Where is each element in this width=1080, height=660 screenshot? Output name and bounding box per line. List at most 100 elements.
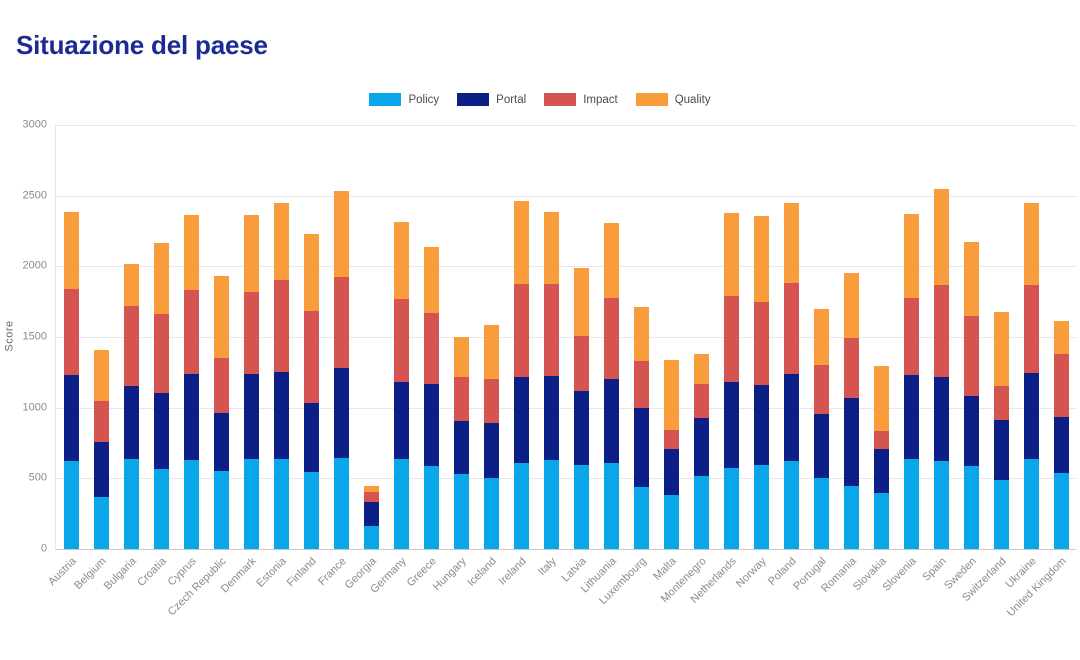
bar-italy-policy[interactable] xyxy=(543,459,559,549)
legend-item-impact[interactable]: Impact xyxy=(544,93,618,106)
bar-norway-policy[interactable] xyxy=(753,464,769,549)
legend-item-policy[interactable]: Policy xyxy=(369,93,439,106)
bar-bulgaria-portal[interactable] xyxy=(123,385,139,460)
bar-portugal-policy[interactable] xyxy=(813,478,829,549)
bar-poland-portal[interactable] xyxy=(783,373,799,462)
bar-cyprus-quality[interactable] xyxy=(183,214,199,291)
bar-denmark-policy[interactable] xyxy=(243,459,259,549)
bar-montenegro-policy[interactable] xyxy=(693,476,709,549)
bar-slovakia-quality[interactable] xyxy=(873,366,889,431)
bar-spain-portal[interactable] xyxy=(933,377,949,461)
bar-slovakia-impact[interactable] xyxy=(873,431,889,450)
bar-united-kingdom-portal[interactable] xyxy=(1053,416,1069,473)
bar-united-kingdom-quality[interactable] xyxy=(1053,320,1069,354)
bar-latvia-quality[interactable] xyxy=(573,267,589,337)
bar-germany-quality[interactable] xyxy=(393,221,409,299)
bar-austria-policy[interactable] xyxy=(63,460,79,549)
bar-luxembourg-policy[interactable] xyxy=(633,486,649,549)
bar-ukraine-policy[interactable] xyxy=(1023,459,1039,549)
bar-denmark-quality[interactable] xyxy=(243,214,259,292)
legend-item-portal[interactable]: Portal xyxy=(457,93,526,106)
bar-sweden-portal[interactable] xyxy=(963,395,979,467)
bar-united-kingdom-impact[interactable] xyxy=(1053,353,1069,417)
bar-latvia-portal[interactable] xyxy=(573,390,589,465)
bar-spain-quality[interactable] xyxy=(933,188,949,286)
bar-estonia-portal[interactable] xyxy=(273,371,289,459)
bar-ireland-portal[interactable] xyxy=(513,376,529,463)
bar-poland-policy[interactable] xyxy=(783,461,799,549)
bar-georgia-portal[interactable] xyxy=(363,502,379,526)
bar-iceland-policy[interactable] xyxy=(483,478,499,549)
bar-estonia-quality[interactable] xyxy=(273,202,289,281)
bar-slovenia-impact[interactable] xyxy=(903,298,919,376)
bar-spain-impact[interactable] xyxy=(933,285,949,378)
bar-germany-policy[interactable] xyxy=(393,459,409,549)
bar-denmark-impact[interactable] xyxy=(243,291,259,374)
bar-croatia-portal[interactable] xyxy=(153,392,169,470)
bar-belgium-portal[interactable] xyxy=(93,441,109,497)
bar-slovenia-policy[interactable] xyxy=(903,459,919,549)
bar-hungary-policy[interactable] xyxy=(453,474,469,549)
bar-italy-portal[interactable] xyxy=(543,375,559,460)
bar-lithuania-impact[interactable] xyxy=(603,298,619,379)
bar-netherlands-portal[interactable] xyxy=(723,381,739,469)
bar-portugal-quality[interactable] xyxy=(813,308,829,366)
bar-cyprus-impact[interactable] xyxy=(183,290,199,374)
bar-bulgaria-quality[interactable] xyxy=(123,264,139,306)
bar-greece-policy[interactable] xyxy=(423,465,439,549)
bar-lithuania-portal[interactable] xyxy=(603,378,619,463)
bar-finland-impact[interactable] xyxy=(303,310,319,403)
bar-ukraine-portal[interactable] xyxy=(1023,373,1039,460)
bar-cyprus-portal[interactable] xyxy=(183,373,199,460)
bar-united-kingdom-policy[interactable] xyxy=(1053,472,1069,549)
bar-ireland-policy[interactable] xyxy=(513,462,529,549)
bar-croatia-quality[interactable] xyxy=(153,243,169,314)
bar-croatia-impact[interactable] xyxy=(153,313,169,393)
bar-cyprus-policy[interactable] xyxy=(183,459,199,549)
bar-iceland-quality[interactable] xyxy=(483,325,499,380)
bar-latvia-impact[interactable] xyxy=(573,336,589,391)
bar-malta-portal[interactable] xyxy=(663,449,679,496)
bar-poland-quality[interactable] xyxy=(783,203,799,283)
bar-czech-republic-portal[interactable] xyxy=(213,412,229,472)
bar-malta-policy[interactable] xyxy=(663,495,679,549)
bar-slovakia-policy[interactable] xyxy=(873,493,889,549)
bar-ukraine-impact[interactable] xyxy=(1023,285,1039,374)
bar-denmark-portal[interactable] xyxy=(243,373,259,460)
bar-poland-impact[interactable] xyxy=(783,282,799,374)
bar-montenegro-impact[interactable] xyxy=(693,383,709,419)
bar-austria-quality[interactable] xyxy=(63,211,79,289)
bar-estonia-impact[interactable] xyxy=(273,280,289,372)
bar-sweden-quality[interactable] xyxy=(963,242,979,316)
bar-croatia-policy[interactable] xyxy=(153,469,169,549)
bar-switzerland-portal[interactable] xyxy=(993,419,1009,481)
bar-malta-impact[interactable] xyxy=(663,429,679,450)
bar-romania-policy[interactable] xyxy=(843,486,859,549)
bar-italy-quality[interactable] xyxy=(543,211,559,284)
bar-estonia-policy[interactable] xyxy=(273,458,289,549)
bar-greece-impact[interactable] xyxy=(423,313,439,385)
bar-austria-impact[interactable] xyxy=(63,288,79,376)
bar-ireland-quality[interactable] xyxy=(513,200,529,284)
bar-greece-quality[interactable] xyxy=(423,246,439,313)
bar-luxembourg-portal[interactable] xyxy=(633,407,649,487)
bar-montenegro-portal[interactable] xyxy=(693,418,709,477)
bar-belgium-quality[interactable] xyxy=(93,349,109,402)
bar-iceland-impact[interactable] xyxy=(483,379,499,424)
bar-slovenia-portal[interactable] xyxy=(903,375,919,460)
bar-finland-quality[interactable] xyxy=(303,233,319,311)
bar-netherlands-policy[interactable] xyxy=(723,468,739,549)
bar-norway-impact[interactable] xyxy=(753,301,769,386)
bar-czech-republic-impact[interactable] xyxy=(213,358,229,413)
bar-georgia-policy[interactable] xyxy=(363,525,379,549)
bar-norway-portal[interactable] xyxy=(753,385,769,465)
bar-netherlands-impact[interactable] xyxy=(723,296,739,382)
bar-switzerland-policy[interactable] xyxy=(993,480,1009,549)
bar-france-quality[interactable] xyxy=(333,190,349,277)
bar-bulgaria-policy[interactable] xyxy=(123,459,139,549)
bar-hungary-impact[interactable] xyxy=(453,376,469,422)
bar-switzerland-impact[interactable] xyxy=(993,385,1009,420)
bar-hungary-quality[interactable] xyxy=(453,337,469,377)
bar-finland-policy[interactable] xyxy=(303,471,319,549)
bar-ukraine-quality[interactable] xyxy=(1023,203,1039,286)
